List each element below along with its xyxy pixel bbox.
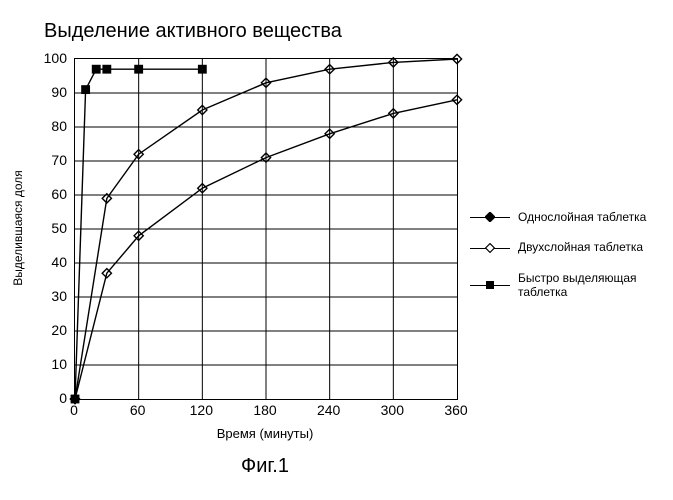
chart-title: Выделение активного вещества bbox=[44, 20, 342, 43]
legend-label: Быстро выделяющая таблетка bbox=[518, 271, 673, 300]
legend-item-1: Двухслойная таблетка bbox=[470, 240, 673, 254]
y-tick-label: 30 bbox=[7, 288, 67, 304]
figure-caption: Фиг.1 bbox=[241, 455, 289, 478]
y-tick-label: 100 bbox=[7, 50, 67, 66]
y-tick-label: 80 bbox=[7, 118, 67, 134]
x-tick-label: 0 bbox=[70, 402, 78, 418]
legend-item-2: Быстро выделяющая таблетка bbox=[470, 271, 673, 300]
y-tick-label: 60 bbox=[7, 186, 67, 202]
y-tick-label: 20 bbox=[7, 322, 67, 338]
legend-label: Двухслойная таблетка bbox=[518, 240, 643, 254]
legend-marker-diamond-filled-icon bbox=[470, 210, 510, 224]
y-tick-label: 0 bbox=[7, 390, 67, 406]
x-tick-label: 300 bbox=[381, 402, 404, 418]
series-marker-2 bbox=[92, 65, 100, 73]
series-marker-2 bbox=[135, 65, 143, 73]
series-marker-2 bbox=[82, 86, 90, 94]
x-tick-label: 120 bbox=[190, 402, 213, 418]
y-tick-label: 90 bbox=[7, 84, 67, 100]
y-tick-label: 70 bbox=[7, 152, 67, 168]
series-marker-2 bbox=[103, 65, 111, 73]
legend-marker-square-filled-icon bbox=[470, 278, 510, 292]
x-tick-label: 240 bbox=[317, 402, 340, 418]
y-tick-label: 10 bbox=[7, 356, 67, 372]
y-tick-label: 50 bbox=[7, 220, 67, 236]
legend-label: Однослойная таблетка bbox=[518, 210, 646, 224]
x-axis-label: Время (минуты) bbox=[217, 426, 314, 441]
plot-area bbox=[74, 58, 458, 400]
y-tick-label: 40 bbox=[7, 254, 67, 270]
legend-marker-diamond-open-icon bbox=[470, 241, 510, 255]
series-marker-2 bbox=[198, 65, 206, 73]
legend: Однослойная таблетка Двухслойная таблетк… bbox=[470, 210, 673, 316]
legend-item-0: Однослойная таблетка bbox=[470, 210, 673, 224]
x-tick-label: 60 bbox=[130, 402, 146, 418]
x-tick-label: 180 bbox=[253, 402, 276, 418]
x-tick-label: 360 bbox=[444, 402, 467, 418]
